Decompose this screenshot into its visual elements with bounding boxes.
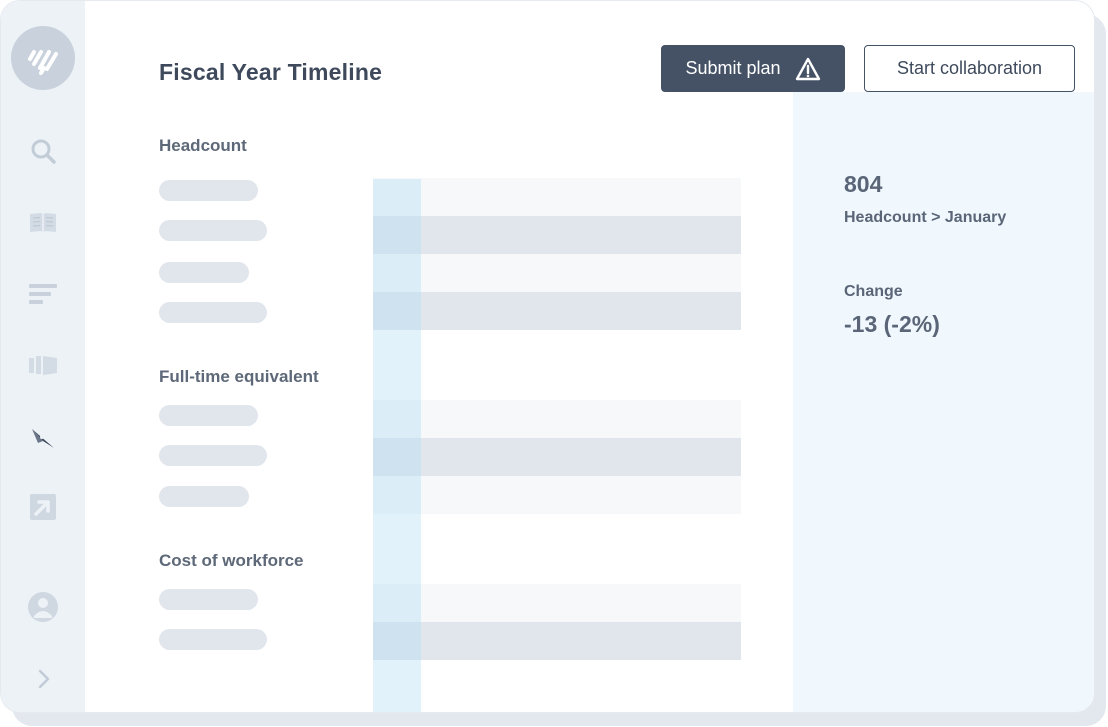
- submit-plan-button[interactable]: Submit plan: [661, 45, 845, 92]
- app-window: Fiscal Year Timeline Submit plan Start c…: [0, 0, 1095, 713]
- timeline-row[interactable]: [373, 178, 741, 216]
- user-icon[interactable]: [27, 591, 59, 623]
- row-label-placeholder: [159, 629, 267, 650]
- row-label-placeholder: [159, 180, 258, 201]
- metric-value: 804: [844, 171, 883, 197]
- section-full-time-equivalent: Full-time equivalent: [159, 367, 319, 386]
- timeline-row[interactable]: [373, 254, 741, 292]
- row-label-placeholder: [159, 589, 258, 610]
- page-title: Fiscal Year Timeline: [159, 59, 383, 85]
- submit-plan-label: Submit plan: [685, 58, 781, 78]
- section-cost-of-workforce: Cost of workforce: [159, 551, 304, 570]
- start-collaboration-label: Start collaboration: [896, 58, 1043, 78]
- row-label-placeholder: [159, 486, 249, 507]
- arrow-box-icon[interactable]: [27, 491, 59, 523]
- section-headcount: Headcount: [159, 136, 247, 155]
- logo-icon: [28, 50, 58, 75]
- row-label-placeholder: [159, 405, 258, 426]
- chevron-right-icon[interactable]: [27, 663, 59, 695]
- change-value: -13 (-2%): [844, 311, 940, 337]
- timeline-row[interactable]: [373, 400, 741, 438]
- start-collaboration-button[interactable]: Start collaboration: [864, 45, 1075, 92]
- compass-icon[interactable]: [27, 421, 59, 453]
- row-label-placeholder: [159, 445, 267, 466]
- metric-path: Headcount > January: [844, 209, 1007, 226]
- logo[interactable]: [11, 26, 75, 90]
- book-icon[interactable]: [27, 207, 59, 239]
- details-panel: [793, 92, 1094, 712]
- warning-icon: [795, 57, 820, 80]
- row-label-placeholder: [159, 302, 267, 323]
- selected-month-column[interactable]: [373, 179, 421, 712]
- timeline-row[interactable]: [373, 216, 741, 254]
- timeline-row[interactable]: [373, 292, 741, 330]
- row-label-placeholder: [159, 220, 267, 241]
- row-label-placeholder: [159, 262, 249, 283]
- cards-icon[interactable]: [27, 349, 59, 381]
- bars-icon[interactable]: [27, 278, 59, 310]
- sidebar: [1, 1, 85, 712]
- timeline-row[interactable]: [373, 476, 741, 514]
- search-icon[interactable]: [27, 135, 59, 167]
- timeline-row[interactable]: [373, 584, 741, 622]
- timeline-row[interactable]: [373, 622, 741, 660]
- timeline-row[interactable]: [373, 438, 741, 476]
- change-label: Change: [844, 283, 903, 300]
